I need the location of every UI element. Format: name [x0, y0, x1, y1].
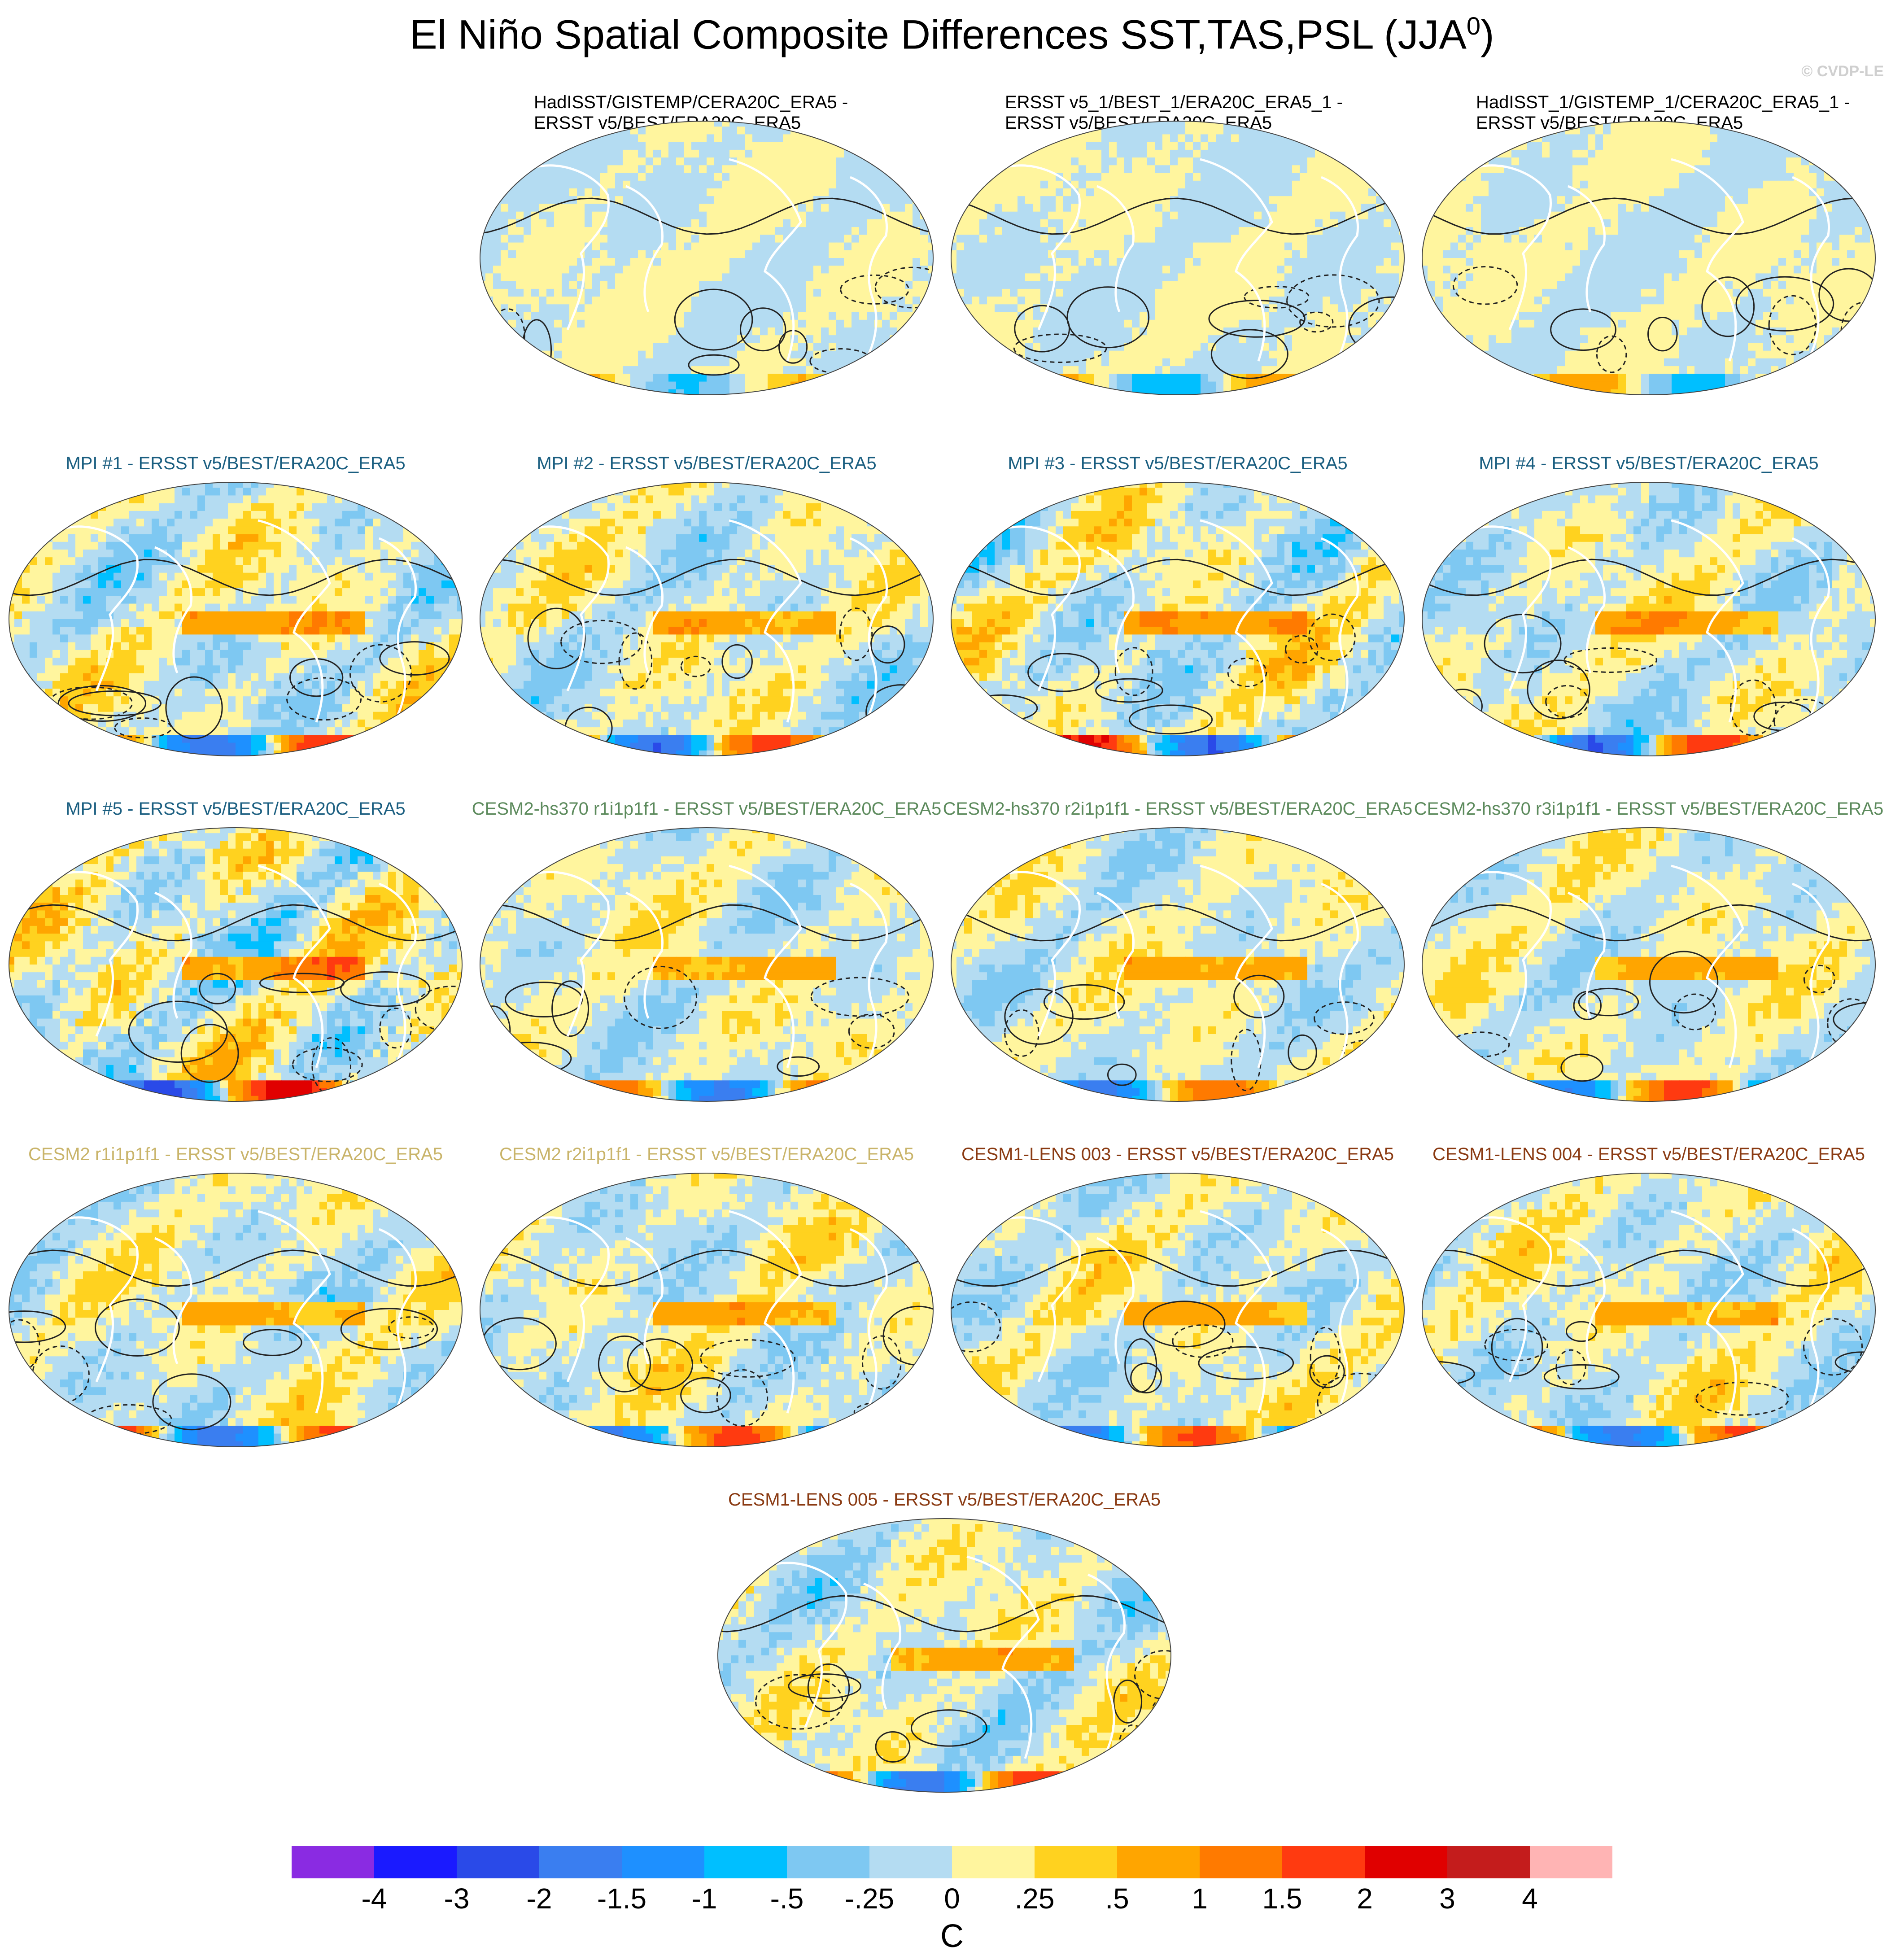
- colorbar-tick-label: -4: [334, 1884, 415, 1913]
- colorbar-tick-label: -.25: [829, 1884, 910, 1913]
- colorbar-tick-label: -1.5: [581, 1884, 662, 1913]
- colorbar-segment: [1035, 1846, 1118, 1878]
- main-title: El Niño Spatial Composite Differences SS…: [0, 13, 1904, 56]
- panel-title: MPI #3 - ERSST v5/BEST/ERA20C_ERA5: [942, 453, 1413, 474]
- anomaly-map: [951, 482, 1405, 756]
- colorbar-tick-label: -1: [664, 1884, 745, 1913]
- colorbar-segment: [869, 1846, 952, 1878]
- colorbar-segment: [952, 1846, 1035, 1878]
- colorbar-tick-label: 0: [912, 1884, 992, 1913]
- map-panel: CESM2 r2i1p1f1 - ERSST v5/BEST/ERA20C_ER…: [471, 1144, 942, 1494]
- colorbar-segment: [374, 1846, 457, 1878]
- map-panel: MPI #4 - ERSST v5/BEST/ERA20C_ERA5: [1413, 453, 1884, 803]
- map-panel: CESM2-hs370 r1i1p1f1 - ERSST v5/BEST/ERA…: [471, 799, 942, 1148]
- panel-title-line1: CESM2-hs370 r2i1p1f1 - ERSST v5/BEST/ERA…: [942, 799, 1413, 819]
- panel-title: MPI #1 - ERSST v5/BEST/ERA20C_ERA5: [0, 453, 471, 474]
- panel-title: CESM2-hs370 r3i1p1f1 - ERSST v5/BEST/ERA…: [1413, 799, 1884, 819]
- panel-title-line1: CESM2-hs370 r1i1p1f1 - ERSST v5/BEST/ERA…: [471, 799, 942, 819]
- panel-title-line1: ERSST v5_1/BEST_1/ERA20C_ERA5_1 -: [1005, 92, 1409, 113]
- panel-title-line1: CESM1-LENS 004 - ERSST v5/BEST/ERA20C_ER…: [1413, 1144, 1884, 1165]
- anomaly-map: [951, 121, 1405, 395]
- colorbar-tick-label: -.5: [747, 1884, 827, 1913]
- map-panel: ERSST v5_1/BEST_1/ERA20C_ERA5_1 - ERSST v…: [942, 92, 1413, 442]
- colorbar-tick-label: 1: [1159, 1884, 1240, 1913]
- colorbar-segment: [1200, 1846, 1283, 1878]
- colorbar-tick-label: -3: [416, 1884, 497, 1913]
- panel-title-line1: CESM2 r2i1p1f1 - ERSST v5/BEST/ERA20C_ER…: [471, 1144, 942, 1165]
- panel-title-line1: CESM1-LENS 003 - ERSST v5/BEST/ERA20C_ER…: [942, 1144, 1413, 1165]
- anomaly-map: [9, 1173, 463, 1447]
- anomaly-map: [951, 827, 1405, 1102]
- panel-title: CESM2-hs370 r2i1p1f1 - ERSST v5/BEST/ERA…: [942, 799, 1413, 819]
- panel-title: CESM2-hs370 r1i1p1f1 - ERSST v5/BEST/ERA…: [471, 799, 942, 819]
- panel-title: CESM1-LENS 005 - ERSST v5/BEST/ERA20C_ER…: [709, 1489, 1180, 1510]
- colorbar-tick-label: .25: [994, 1884, 1075, 1913]
- map-panel: MPI #1 - ERSST v5/BEST/ERA20C_ERA5: [0, 453, 471, 803]
- colorbar-tick-label: 3: [1407, 1884, 1488, 1913]
- map-panel: CESM1-LENS 004 - ERSST v5/BEST/ERA20C_ER…: [1413, 1144, 1884, 1494]
- anomaly-map: [1422, 482, 1876, 756]
- colorbar: [292, 1846, 1612, 1878]
- colorbar-tick-label: -2: [499, 1884, 580, 1913]
- anomaly-map: [1422, 121, 1876, 395]
- map-panel: CESM2-hs370 r2i1p1f1 - ERSST v5/BEST/ERA…: [942, 799, 1413, 1148]
- colorbar-segment: [292, 1846, 375, 1878]
- colorbar-tick-label: 2: [1324, 1884, 1405, 1913]
- panel-title: MPI #2 - ERSST v5/BEST/ERA20C_ERA5: [471, 453, 942, 474]
- map-panel: CESM1-LENS 003 - ERSST v5/BEST/ERA20C_ER…: [942, 1144, 1413, 1494]
- panel-title: MPI #5 - ERSST v5/BEST/ERA20C_ERA5: [0, 799, 471, 819]
- anomaly-map: [480, 121, 934, 395]
- anomaly-map: [9, 827, 463, 1102]
- anomaly-map: [9, 482, 463, 756]
- panel-title-line1: CESM1-LENS 005 - ERSST v5/BEST/ERA20C_ER…: [709, 1489, 1180, 1510]
- map-panel: MPI #5 - ERSST v5/BEST/ERA20C_ERA5: [0, 799, 471, 1148]
- colorbar-segment: [1530, 1846, 1612, 1878]
- panel-title: CESM2 r1i1p1f1 - ERSST v5/BEST/ERA20C_ER…: [0, 1144, 471, 1165]
- panel-title-line1: CESM2-hs370 r3i1p1f1 - ERSST v5/BEST/ERA…: [1413, 799, 1884, 819]
- panel-title-line1: HadISST/GISTEMP/CERA20C_ERA5 -: [534, 92, 938, 113]
- map-panel: HadISST_1/GISTEMP_1/CERA20C_ERA5_1 - ERSS…: [1413, 92, 1884, 442]
- map-panel: CESM2 r1i1p1f1 - ERSST v5/BEST/ERA20C_ER…: [0, 1144, 471, 1494]
- panel-title: CESM1-LENS 004 - ERSST v5/BEST/ERA20C_ER…: [1413, 1144, 1884, 1165]
- colorbar-units: C: [0, 1920, 1904, 1952]
- colorbar-segment: [704, 1846, 787, 1878]
- colorbar-segment: [1365, 1846, 1448, 1878]
- map-panel: CESM1-LENS 005 - ERSST v5/BEST/ERA20C_ER…: [709, 1489, 1180, 1839]
- anomaly-map: [480, 1173, 934, 1447]
- map-panel: HadISST/GISTEMP/CERA20C_ERA5 - ERSST v5/B…: [471, 92, 942, 442]
- panel-title-line1: MPI #3 - ERSST v5/BEST/ERA20C_ERA5: [942, 453, 1413, 474]
- panel-title-line1: MPI #5 - ERSST v5/BEST/ERA20C_ERA5: [0, 799, 471, 819]
- colorbar-tick-label: 4: [1489, 1884, 1570, 1913]
- anomaly-map: [480, 482, 934, 756]
- colorbar-segment: [787, 1846, 870, 1878]
- anomaly-map: [1422, 827, 1876, 1102]
- colorbar-segment: [1117, 1846, 1200, 1878]
- map-panel: MPI #3 - ERSST v5/BEST/ERA20C_ERA5: [942, 453, 1413, 803]
- panel-title-line1: MPI #2 - ERSST v5/BEST/ERA20C_ERA5: [471, 453, 942, 474]
- watermark: © CVDP-LE: [1801, 63, 1884, 80]
- colorbar-tick-label: 1.5: [1242, 1884, 1323, 1913]
- colorbar-segment: [1447, 1846, 1530, 1878]
- anomaly-map: [480, 827, 934, 1102]
- panel-title-line1: MPI #1 - ERSST v5/BEST/ERA20C_ERA5: [0, 453, 471, 474]
- colorbar-segment: [539, 1846, 622, 1878]
- colorbar-tick-label: .5: [1077, 1884, 1157, 1913]
- panel-title-line1: MPI #4 - ERSST v5/BEST/ERA20C_ERA5: [1413, 453, 1884, 474]
- map-panel: MPI #2 - ERSST v5/BEST/ERA20C_ERA5: [471, 453, 942, 803]
- colorbar-segment: [457, 1846, 540, 1878]
- panel-title: CESM1-LENS 003 - ERSST v5/BEST/ERA20C_ER…: [942, 1144, 1413, 1165]
- panel-title: CESM2 r2i1p1f1 - ERSST v5/BEST/ERA20C_ER…: [471, 1144, 942, 1165]
- panel-title: MPI #4 - ERSST v5/BEST/ERA20C_ERA5: [1413, 453, 1884, 474]
- anomaly-map: [1422, 1173, 1876, 1447]
- map-panel: CESM2-hs370 r3i1p1f1 - ERSST v5/BEST/ERA…: [1413, 799, 1884, 1148]
- colorbar-segment: [1282, 1846, 1365, 1878]
- anomaly-map: [717, 1518, 1171, 1793]
- panel-title-line1: CESM2 r1i1p1f1 - ERSST v5/BEST/ERA20C_ER…: [0, 1144, 471, 1165]
- panel-title-line1: HadISST_1/GISTEMP_1/CERA20C_ERA5_1 -: [1476, 92, 1880, 113]
- anomaly-map: [951, 1173, 1405, 1447]
- colorbar-segment: [622, 1846, 705, 1878]
